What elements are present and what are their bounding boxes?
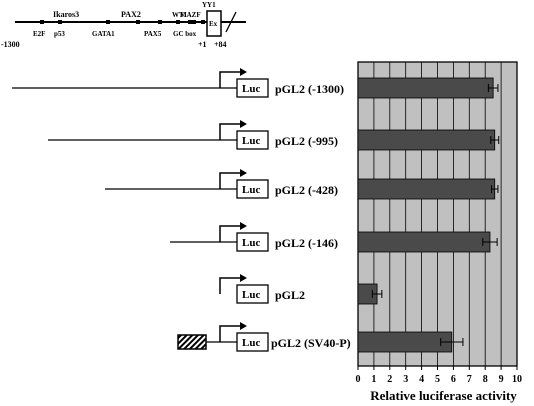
x-tick-label: 4 bbox=[419, 374, 424, 385]
luc-box bbox=[236, 179, 269, 199]
luc-label: Luc bbox=[242, 135, 260, 147]
construct-diagrams: Luc pGL2 (-1300) Luc pGL2 (-995) Luc pGL2 (-4… bbox=[12, 68, 351, 352]
tss-arrowhead bbox=[240, 274, 247, 282]
tss-arrow bbox=[219, 172, 242, 189]
site-label-pax5: PAX5 bbox=[144, 30, 162, 38]
bar bbox=[357, 331, 453, 353]
luc-label: Luc bbox=[242, 337, 260, 349]
luc-box bbox=[236, 130, 269, 150]
tss-arrow bbox=[219, 277, 242, 294]
tss-arrowhead bbox=[240, 68, 247, 76]
x-tick-label: 3 bbox=[403, 374, 408, 385]
position-label-left: -1300 bbox=[1, 40, 20, 49]
luc-box bbox=[236, 78, 269, 98]
bar-chart: 0 1 2 3 4 5 6 7 8 9 10 Relative luciferase activity bbox=[356, 61, 522, 403]
tss-arrow bbox=[219, 123, 242, 140]
luc-label: Luc bbox=[242, 184, 260, 196]
construct-name: pGL2 (-428) bbox=[275, 183, 338, 197]
x-tick-label: 8 bbox=[483, 374, 488, 385]
site-label-e2f: E2F bbox=[33, 30, 45, 38]
exon-box bbox=[206, 10, 222, 37]
construct-name: pGL2 (-146) bbox=[275, 236, 338, 250]
tss-arrowhead bbox=[240, 169, 247, 177]
tss-arrowhead bbox=[240, 322, 247, 330]
position-label-right: +84 bbox=[214, 40, 227, 49]
construct-name: pGL2 (-1300) bbox=[275, 82, 344, 96]
sv40-promoter-box bbox=[177, 334, 207, 350]
luc-box bbox=[236, 284, 269, 304]
luc-label: Luc bbox=[242, 289, 260, 301]
axis-break-mark bbox=[225, 11, 237, 33]
bar bbox=[357, 178, 496, 200]
site-label-wt1: WT1 bbox=[172, 11, 188, 19]
x-tick-label: 9 bbox=[499, 374, 504, 385]
construct-name: pGL2 (SV40-P) bbox=[271, 336, 351, 350]
exon-label: Ex bbox=[209, 20, 218, 28]
tss-arrowhead bbox=[240, 222, 247, 230]
luc-label: Luc bbox=[242, 237, 260, 249]
site-label-yy1: YY1 bbox=[202, 1, 216, 9]
x-tick-label: 10 bbox=[512, 374, 522, 385]
bar bbox=[357, 231, 491, 253]
site-marker-top bbox=[176, 20, 180, 24]
x-tick-label: 6 bbox=[451, 374, 456, 385]
site-label-pax2: PAX2 bbox=[121, 10, 141, 19]
luc-box bbox=[236, 232, 269, 252]
site-marker-bottom bbox=[58, 20, 62, 24]
x-tick-label: 1 bbox=[371, 374, 376, 385]
x-tick-label: 7 bbox=[467, 374, 472, 385]
x-tick-label: 0 bbox=[356, 374, 361, 385]
tss-arrowhead bbox=[240, 120, 247, 128]
site-label-mazf: MAZF bbox=[180, 11, 201, 19]
site-marker-top bbox=[188, 20, 192, 24]
construct-name: pGL2 (-995) bbox=[275, 134, 338, 148]
site-marker-top bbox=[136, 20, 140, 24]
site-marker-bottom bbox=[106, 20, 110, 24]
tss-arrow bbox=[219, 71, 242, 88]
site-label-ikaros3: Ikaros3 bbox=[53, 10, 79, 19]
x-tick-label: 5 bbox=[435, 374, 440, 385]
luc-box bbox=[236, 332, 269, 352]
x-axis-title: Relative luciferase activity bbox=[370, 388, 517, 403]
site-label-gata1: GATA1 bbox=[92, 30, 115, 38]
tss-arrow bbox=[219, 325, 242, 342]
bar bbox=[357, 77, 494, 99]
site-marker-top bbox=[201, 20, 205, 24]
bar bbox=[357, 129, 496, 151]
site-marker-bottom bbox=[40, 20, 44, 24]
site-marker-bottom bbox=[158, 20, 162, 24]
site-marker-bottom bbox=[192, 20, 196, 24]
luc-label: Luc bbox=[242, 83, 260, 95]
construct-name: pGL2 bbox=[275, 288, 305, 302]
site-label-p53: p53 bbox=[54, 30, 65, 38]
position-label-tss: +1 bbox=[198, 40, 207, 49]
site-label-gc-box: GC box bbox=[173, 30, 197, 38]
tss-arrow bbox=[219, 225, 242, 242]
x-tick-label: 2 bbox=[387, 374, 392, 385]
